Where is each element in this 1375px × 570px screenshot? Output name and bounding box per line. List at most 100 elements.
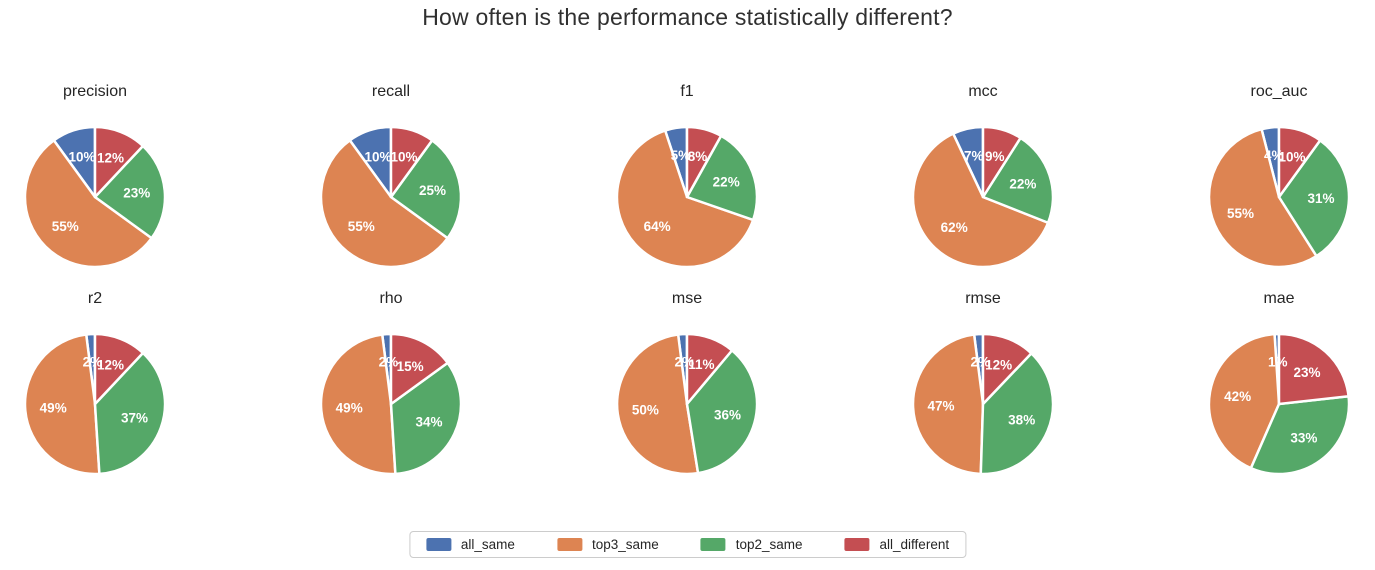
pie-slice-all_different <box>93 125 145 199</box>
pie-svg: 2% 49% 37% 12% <box>23 332 167 476</box>
pie-slice-all_different <box>389 125 434 199</box>
pie-slice-label-all_different: 10% <box>390 150 417 165</box>
pie-slice-label-top3_same: 64% <box>644 219 671 234</box>
subplot-title: mae <box>1263 290 1295 307</box>
pie-subplot-rho: rho 2% 49% 34% 15% <box>243 289 539 479</box>
legend-label: top3_same <box>591 537 659 552</box>
pie-subplot-recall: recall 10% 55% 25% 10% <box>243 82 539 272</box>
legend-item-top2_same: top2_same <box>700 537 803 552</box>
legend-label: all_different <box>879 537 950 552</box>
pie-slice-label-all_same: 2% <box>675 355 695 370</box>
pie-slice-label-all_different: 12% <box>97 357 124 372</box>
pie-slice-label-all_different: 12% <box>985 358 1012 373</box>
pie-svg: 10% 55% 25% 10% <box>319 125 463 269</box>
pie-slice-top2_same <box>93 144 167 240</box>
pie-slice-label-top3_same: 49% <box>40 401 67 416</box>
subplot-title: precision <box>62 83 128 100</box>
pie-svg: 4% 55% 31% 10% <box>1207 125 1351 269</box>
pie-slice-top3_same <box>319 333 397 476</box>
pie-slice-label-all_different: 11% <box>688 357 714 372</box>
pie-slice-top3_same <box>319 139 449 269</box>
pie-svg: 10% 55% 23% 12% <box>23 125 167 269</box>
pie-slice-label-all_different: 10% <box>1278 150 1305 165</box>
pie-slice-all_different <box>685 125 723 199</box>
pie-subplot-precision: precision 10% 55% 23% 12% <box>0 82 243 272</box>
legend-swatch-top2_same <box>700 538 726 551</box>
pie-slice-label-all_same: 5% <box>671 148 691 163</box>
pie-svg: 2% 50% 36% 11% <box>615 332 759 476</box>
pie-slice-top2_same <box>979 352 1055 476</box>
pie-slice-label-top3_same: 49% <box>336 401 363 416</box>
subplot-title: mse <box>671 290 703 307</box>
pie-slice-label-top3_same: 42% <box>1224 389 1251 404</box>
pie-slice-label-top2_same: 31% <box>1307 191 1334 206</box>
pie-subplot-rmse: rmse 2% 47% 38% 12% <box>835 289 1131 479</box>
pie-slice-label-all_same: 10% <box>68 150 95 165</box>
pie-slice-all_different <box>93 332 145 406</box>
pie-slice-top2_same <box>389 361 463 476</box>
pie-svg: 7% 62% 22% 9% <box>911 125 1055 269</box>
pie-slice-label-all_same: 2% <box>379 355 399 370</box>
pie-subplot-r2: r2 2% 49% 37% 12% <box>0 289 243 479</box>
pie-slice-all_different <box>389 332 449 406</box>
pie-slice-label-top3_same: 50% <box>632 403 659 418</box>
pie-slice-top2_same <box>981 136 1055 225</box>
pie-slice-label-all_same: 4% <box>1264 148 1284 163</box>
pie-slice-label-all_different: 23% <box>1293 365 1320 380</box>
pie-slice-top3_same <box>1207 332 1281 470</box>
pie-svg: 2% 49% 34% 15% <box>319 332 463 476</box>
pie-slice-label-top2_same: 22% <box>713 175 740 190</box>
subplot-title: rho <box>379 290 403 307</box>
subplot-title: rmse <box>965 290 1001 307</box>
pie-slice-top3_same <box>911 333 985 476</box>
pie-slice-label-top2_same: 22% <box>1009 177 1036 192</box>
pie-slice-top2_same <box>1277 139 1351 258</box>
figure-title: How often is the performance statistical… <box>422 4 953 30</box>
legend-label: top2_same <box>735 537 803 552</box>
pie-slice-label-all_same: 7% <box>964 149 984 164</box>
pie-slice-label-top3_same: 55% <box>52 219 79 234</box>
pie-svg: 5% 64% 22% 8% <box>615 125 759 269</box>
pie-slice-all_different <box>685 332 734 406</box>
pie-slice-label-all_same: 2% <box>971 355 991 370</box>
legend: all_same top3_same top2_same all_different <box>408 531 967 558</box>
pie-slice-label-all_different: 9% <box>985 149 1005 164</box>
pie-slice-all_different <box>1277 125 1322 199</box>
legend-item-all_same: all_same <box>425 537 515 552</box>
pie-slice-top3_same <box>23 139 153 269</box>
pie-slice-top3_same <box>615 129 755 269</box>
pie-slice-label-top3_same: 62% <box>941 220 968 235</box>
legend-swatch-all_same <box>425 538 451 551</box>
pie-slice-label-top2_same: 37% <box>121 411 148 426</box>
pie-subplot-mse: mse 2% 50% 36% 11% <box>539 289 835 479</box>
subplot-title: r2 <box>87 290 103 307</box>
pie-slice-label-top2_same: 25% <box>419 183 446 198</box>
legend-label: all_same <box>460 537 515 552</box>
pie-slice-label-top2_same: 33% <box>1290 430 1317 445</box>
pie-subplot-mcc: mcc 7% 62% 22% 9% <box>835 82 1131 272</box>
pie-slice-label-all_same: 10% <box>364 150 391 165</box>
pie-slice-top2_same <box>1249 394 1351 476</box>
pie-slice-label-top3_same: 47% <box>927 399 954 414</box>
pie-slice-all_different <box>981 332 1033 406</box>
pie-subplot-roc_auc: roc_auc 4% 55% 31% 10% <box>1131 82 1375 272</box>
subplot-title: f1 <box>680 83 694 100</box>
pie-slice-label-top2_same: 38% <box>1008 413 1035 428</box>
pie-slice-label-all_different: 8% <box>688 149 708 164</box>
pie-slice-label-all_different: 15% <box>397 359 424 374</box>
pie-svg: 2% 47% 38% 12% <box>911 332 1055 476</box>
legend-item-all_different: all_different <box>844 537 950 552</box>
pie-slice-top2_same <box>685 134 759 222</box>
pie-slice-top3_same <box>1207 127 1318 269</box>
legend-swatch-top3_same <box>556 538 582 551</box>
pie-slice-all_different <box>1277 332 1350 406</box>
pie-slice-label-all_same: 1% <box>1268 355 1288 370</box>
pie-slice-label-all_different: 12% <box>97 150 124 165</box>
pie-subplot-f1: f1 5% 64% 22% 8% <box>539 82 835 272</box>
pie-slice-label-top2_same: 34% <box>415 414 442 429</box>
subplot-title: recall <box>371 83 411 100</box>
subplot-title: roc_auc <box>1250 83 1308 100</box>
pie-slice-label-top2_same: 23% <box>123 186 150 201</box>
subplot-title: mcc <box>968 83 998 100</box>
